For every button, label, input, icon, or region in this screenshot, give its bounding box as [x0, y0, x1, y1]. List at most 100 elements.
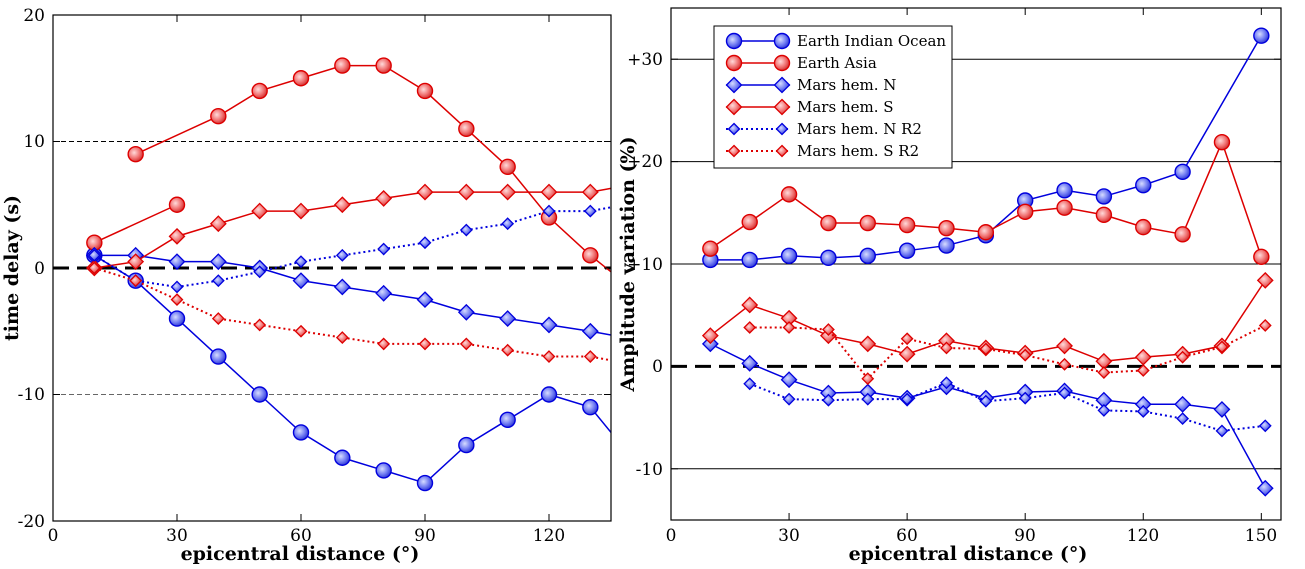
data-point-diamond [741, 296, 759, 314]
data-point-diamond [1058, 357, 1071, 371]
data-point-diamond [457, 183, 475, 201]
x-tick-label: 60 [290, 526, 312, 546]
series-mars-hem-n-r2 [87, 204, 611, 294]
data-point-diamond [1256, 271, 1274, 289]
data-point-diamond [1258, 419, 1272, 433]
data-point-diamond [294, 324, 308, 338]
data-point-circle [820, 214, 837, 232]
legend-marker [727, 144, 789, 158]
data-point-circle [938, 237, 955, 254]
legend: Earth Indian Ocean Earth Asia Mars hem. … [713, 25, 953, 169]
data-point-diamond [1176, 350, 1190, 364]
legend-symbols [725, 32, 791, 158]
series-line [93, 254, 611, 484]
data-point-circle [458, 120, 475, 138]
legend-label: Earth Indian Ocean [797, 32, 946, 50]
data-point-diamond [333, 196, 351, 214]
data-point-diamond [782, 321, 796, 334]
data-point-diamond [782, 392, 796, 406]
data-point-circle [251, 386, 268, 403]
data-point-diamond [775, 122, 789, 136]
data-point-diamond [701, 327, 719, 345]
data-point-diamond [900, 392, 914, 406]
data-point-diamond [416, 183, 434, 201]
data-point-diamond [1136, 405, 1150, 418]
data-point-diamond [209, 253, 227, 271]
data-point-diamond [292, 202, 310, 220]
data-point-circle [938, 219, 955, 237]
right-series-layer [701, 27, 1274, 497]
data-point-circle [292, 70, 310, 87]
data-point-circle [251, 82, 268, 100]
data-point-diamond [1174, 395, 1192, 413]
data-point-circle [1174, 226, 1191, 243]
data-point-diamond [418, 236, 432, 250]
legend-label: Mars hem. N R2 [797, 120, 922, 138]
data-point-diamond [170, 280, 184, 294]
data-point-circle [1135, 218, 1152, 236]
data-point-circle [1016, 203, 1034, 220]
data-point-circle [375, 462, 392, 479]
data-point-circle [210, 348, 227, 365]
data-point-diamond [1136, 364, 1150, 377]
data-point-diamond [773, 98, 791, 116]
data-point-diamond [540, 183, 558, 201]
legend-marker [725, 98, 791, 116]
data-point-diamond [780, 371, 798, 389]
legend-label: Earth Asia [797, 54, 877, 72]
data-point-diamond [459, 223, 473, 237]
x-tick-label: 90 [414, 526, 436, 546]
series-mars-hem-n-r2 [743, 376, 1272, 438]
data-point-diamond [1215, 424, 1229, 438]
data-point-diamond [822, 323, 835, 336]
series-line [135, 64, 611, 273]
data-point-circle [780, 186, 798, 203]
data-point-diamond [292, 272, 310, 290]
legend-marker [727, 122, 789, 136]
data-point-diamond [499, 310, 517, 328]
data-point-circle [458, 436, 475, 454]
data-point-circle [741, 213, 758, 231]
y-tick-label: 20 [23, 6, 45, 26]
legend-marker [725, 76, 791, 94]
data-point-diamond [87, 248, 101, 262]
data-point-circle [168, 310, 186, 327]
data-point-diamond [253, 265, 267, 279]
data-point-circle [582, 398, 599, 416]
data-point-diamond [540, 316, 558, 334]
data-point-circle [773, 54, 791, 72]
data-point-diamond [1056, 337, 1073, 355]
y-tick-label: +10 [627, 255, 663, 275]
series-mars-hem-s-r2 [743, 319, 1272, 386]
data-point-diamond [501, 217, 515, 231]
data-point-circle [780, 247, 798, 265]
data-point-diamond [211, 312, 225, 326]
series-line [94, 267, 611, 362]
data-point-diamond [1215, 340, 1229, 354]
right-y-axis-title: Amplitude variation (%) [617, 136, 639, 392]
y-tick-label: -10 [636, 460, 663, 480]
data-point-diamond [743, 321, 757, 334]
data-point-diamond [741, 354, 759, 372]
data-point-diamond [775, 144, 789, 158]
data-point-diamond [725, 76, 743, 94]
data-point-diamond [725, 98, 743, 116]
data-point-diamond [168, 253, 186, 271]
data-point-circle [725, 54, 743, 72]
data-point-circle [499, 158, 516, 176]
data-point-circle [1253, 27, 1270, 44]
right-x-axis-title: epicentral distance (°) [849, 543, 1088, 565]
data-point-diamond [822, 393, 835, 407]
data-point-circle [773, 32, 791, 50]
data-point-diamond [727, 144, 741, 158]
data-point-diamond [375, 284, 393, 302]
data-point-diamond [1256, 479, 1274, 497]
series-line [749, 381, 1266, 432]
data-point-diamond [499, 183, 517, 201]
x-tick-label: 30 [778, 526, 800, 546]
data-point-diamond [457, 303, 475, 321]
data-point-diamond [1134, 348, 1152, 366]
left-y-tick-labels: -20 -10 0 10 20 [18, 6, 45, 532]
x-tick-label: 30 [166, 526, 188, 546]
data-point-diamond [418, 337, 432, 351]
